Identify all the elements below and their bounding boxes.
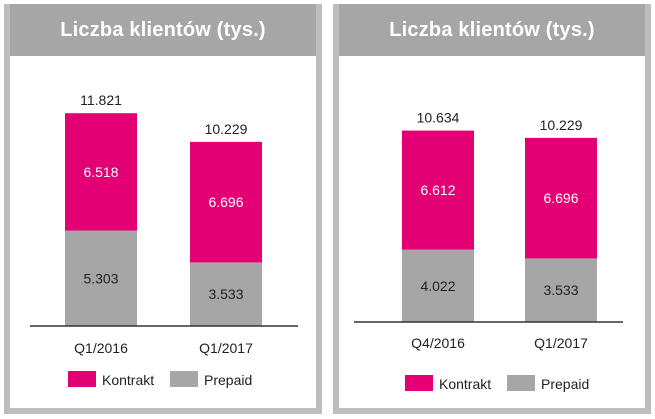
legend-swatch-prepaid: [507, 375, 535, 391]
category-label: Q1/2017: [534, 335, 588, 351]
data-label-kontrakt: 6.696: [543, 190, 578, 206]
legend-label: Kontrakt: [102, 372, 154, 388]
data-label-total: 10.229: [540, 117, 583, 133]
data-label-total: 10.229: [205, 121, 248, 137]
legend-label: Prepaid: [204, 372, 252, 388]
stacked-bar-chart-left: 5.303 6.518 11.821 Q1/2016 3.533 6.696 10.229 Q…: [30, 92, 298, 388]
bar-kontrakt-Q1/2017: [190, 141, 262, 263]
bar-kontrakt-Q1/2017: [525, 137, 597, 259]
data-label-prepaid: 4.022: [420, 278, 455, 294]
stacked-bar-chart-right: 4.022 6.612 10.634 Q4/2016 3.533 6.696 10.229 Q…: [354, 110, 623, 392]
data-label-total: 11.821: [80, 92, 122, 108]
data-label-kontrakt: 6.696: [208, 194, 243, 210]
chart-title: Liczba klientów (tys.): [339, 4, 645, 56]
legend-label: Kontrakt: [439, 376, 491, 392]
bar-prepaid-Q1/2016: [65, 230, 137, 326]
chart-title: Liczba klientów (tys.): [10, 4, 316, 56]
legend-label: Prepaid: [541, 376, 589, 392]
bar-prepaid-Q1/2017: [525, 258, 597, 322]
data-label-prepaid: 5.303: [83, 270, 118, 286]
bar-prepaid-Q1/2017: [190, 262, 262, 326]
bar-kontrakt-Q4/2016: [402, 130, 474, 250]
category-label: Q1/2017: [199, 340, 253, 356]
bar-kontrakt-Q1/2016: [65, 113, 137, 231]
legend-swatch-prepaid: [170, 371, 198, 387]
category-label: Q1/2016: [74, 340, 128, 356]
legend-swatch-kontrakt: [405, 375, 433, 391]
chart-panel-left: Liczba klientów (tys.) 5.303 6.518 11.821 Q…: [4, 4, 322, 414]
data-label-prepaid: 3.533: [208, 286, 243, 302]
category-label: Q4/2016: [411, 335, 465, 351]
bar-prepaid-Q4/2016: [402, 249, 474, 322]
data-label-kontrakt: 6.518: [83, 164, 118, 180]
data-label-kontrakt: 6.612: [420, 182, 455, 198]
data-label-prepaid: 3.533: [543, 282, 578, 298]
legend-swatch-kontrakt: [68, 371, 96, 387]
chart-panel-right: Liczba klientów (tys.) 4.022 6.612 10.634 Q…: [333, 4, 651, 414]
data-label-total: 10.634: [417, 110, 460, 126]
